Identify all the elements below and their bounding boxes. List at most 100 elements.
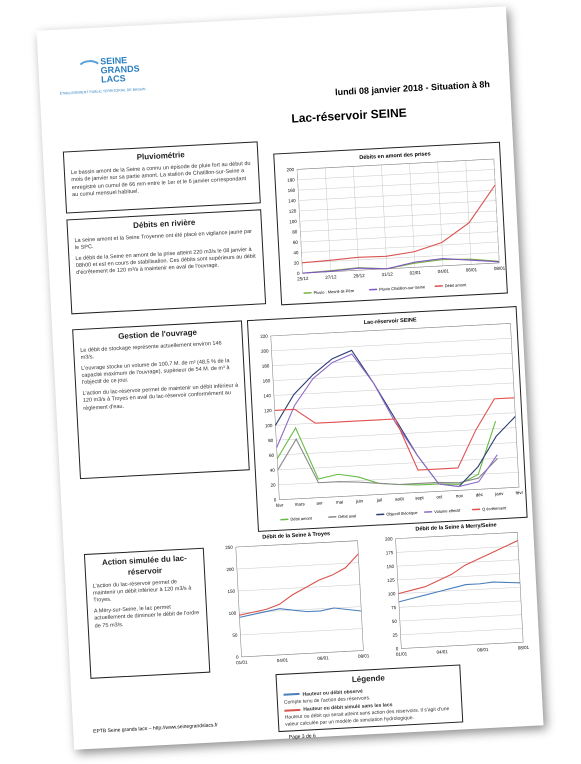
y-tick-label: 0 — [236, 655, 239, 660]
grid-line — [300, 231, 498, 243]
legend-label: Débit amont — [445, 282, 468, 288]
series-line — [398, 540, 519, 595]
legend-label: Volume effectif — [434, 508, 461, 514]
x-tick-label: 04/01 — [436, 649, 448, 655]
series-line — [302, 258, 500, 274]
y-tick-label: 200 — [226, 567, 234, 572]
x-tick-label: déc — [476, 492, 484, 497]
grid-line — [298, 189, 496, 201]
y-tick-label: 150 — [227, 589, 235, 594]
y-tick-label: 0 — [396, 646, 399, 651]
legend-label: Q écrêtement — [482, 505, 507, 511]
grid-line — [238, 584, 360, 592]
grid-line — [397, 573, 520, 581]
report-title: Lac-réservoir SEINE — [291, 105, 408, 126]
y-tick-label: 75 — [391, 605, 397, 610]
legend-label: Débit amont — [290, 516, 313, 522]
x-tick-label: nov — [456, 493, 464, 498]
y-tick-label: 160 — [288, 188, 296, 193]
y-tick-label: 175 — [386, 550, 394, 555]
chart-title: Débits en amont des prises — [359, 151, 431, 161]
grid-line — [297, 169, 495, 180]
logo-mark — [76, 59, 104, 81]
legend-swatch — [284, 708, 301, 712]
x-tick-label: 04/01 — [438, 269, 450, 275]
series-line — [274, 397, 515, 471]
x-tick-label: mars — [294, 501, 305, 507]
chart: Débits en amont des prises 0 20 40 60 80 100 12… — [273, 141, 508, 306]
y-tick-label: 140 — [288, 198, 296, 203]
x-tick-label: sept — [415, 495, 425, 500]
x-tick-label: févr — [515, 490, 523, 495]
series-line — [301, 184, 496, 264]
grid-line-vertical — [465, 160, 472, 265]
chart-title: Débit de la Seine à Troyes — [262, 531, 330, 541]
legend-box: Légende Hauteur ou débit observé Compte t… — [275, 664, 464, 733]
x-tick-label: 31/12 — [381, 271, 393, 277]
y-tick-label: 125 — [387, 578, 395, 583]
y-tick-label: 100 — [388, 591, 396, 596]
x-tick-label: 06/01 — [317, 655, 329, 661]
plot-frame — [235, 540, 364, 658]
x-tick-label: août — [395, 496, 405, 501]
x-tick-label: 08/01 — [494, 266, 506, 272]
grid-line — [301, 252, 499, 264]
series-line — [398, 581, 521, 603]
legend-label: Pluvio Chatillon-sur-Seine — [379, 284, 426, 291]
grid-line — [299, 200, 497, 212]
grid-line-vertical — [437, 161, 444, 266]
section-title: Action simulée du lac-réservoir — [101, 553, 187, 577]
grid-line — [396, 545, 519, 553]
series-line — [276, 353, 498, 488]
x-tick-label: 06/01 — [466, 267, 478, 273]
x-tick-label: juin — [355, 498, 364, 503]
y-tick-label: 40 — [270, 468, 276, 473]
logo-text: SEINE GRANDS LACS — [100, 55, 140, 84]
grid-line — [300, 221, 498, 232]
paragraph: L'action du lac-réservoir permet de main… — [82, 382, 239, 412]
grid-line — [276, 427, 516, 441]
chart-title: Lac-réservoir SEINE — [364, 317, 417, 326]
action-box: Action simulée du lac-réservoir L'action… — [83, 547, 211, 679]
x-tick-label: 06/01 — [477, 647, 489, 653]
y-tick-label: 120 — [264, 408, 272, 413]
y-tick-label: 180 — [262, 363, 270, 368]
legend-label: Débit aval — [338, 513, 356, 519]
y-tick-label: 200 — [286, 167, 294, 172]
series-line — [239, 553, 359, 616]
y-tick-label: 120 — [289, 209, 297, 214]
x-tick-label: 25/12 — [297, 276, 309, 282]
y-tick-label: 140 — [263, 393, 271, 398]
grid-line — [399, 600, 521, 608]
grid-line — [301, 241, 499, 253]
chart: Débit de la Seine à Troyes 0 50 100 150 200 25… — [225, 531, 370, 666]
chart: Débit de la Seine à Merry/Seine 0 25 50 75 10… — [385, 522, 530, 657]
x-tick-label: 01/01 — [396, 651, 408, 657]
x-tick-label: mai — [336, 499, 344, 504]
y-tick-label: 50 — [232, 633, 238, 638]
x-tick-label: 02/01 — [409, 270, 421, 276]
grid-line — [272, 352, 513, 366]
grid-line-vertical — [296, 169, 303, 274]
x-tick-label: 01/01 — [236, 660, 248, 666]
grid-line-vertical — [409, 163, 416, 268]
series-line — [277, 437, 498, 486]
legend-swatch — [283, 693, 300, 697]
y-tick-label: 80 — [268, 438, 274, 443]
grid-line — [399, 614, 522, 622]
page-number: Page 3 de 6 — [288, 733, 316, 741]
grid-line — [398, 587, 521, 594]
grid-line — [236, 562, 359, 570]
x-tick-label: 29/12 — [353, 273, 365, 279]
ouvrage-box: Gestion de l'ouvrage Le débit de stockag… — [72, 320, 250, 480]
legend-items: Hauteur ou débit observé Compte tenu de l… — [283, 684, 456, 729]
grid-line — [273, 382, 514, 396]
grid-line-vertical — [324, 167, 331, 272]
y-tick-label: 20 — [294, 260, 300, 265]
grid-line — [274, 397, 515, 411]
grid-line — [277, 442, 517, 456]
pluviometrie-box: Pluviométrie Le bassin amont de la Seine… — [62, 141, 261, 214]
x-tick-label: 08/01 — [518, 645, 530, 651]
y-tick-label: 250 — [225, 545, 233, 550]
y-tick-label: 180 — [287, 177, 295, 182]
